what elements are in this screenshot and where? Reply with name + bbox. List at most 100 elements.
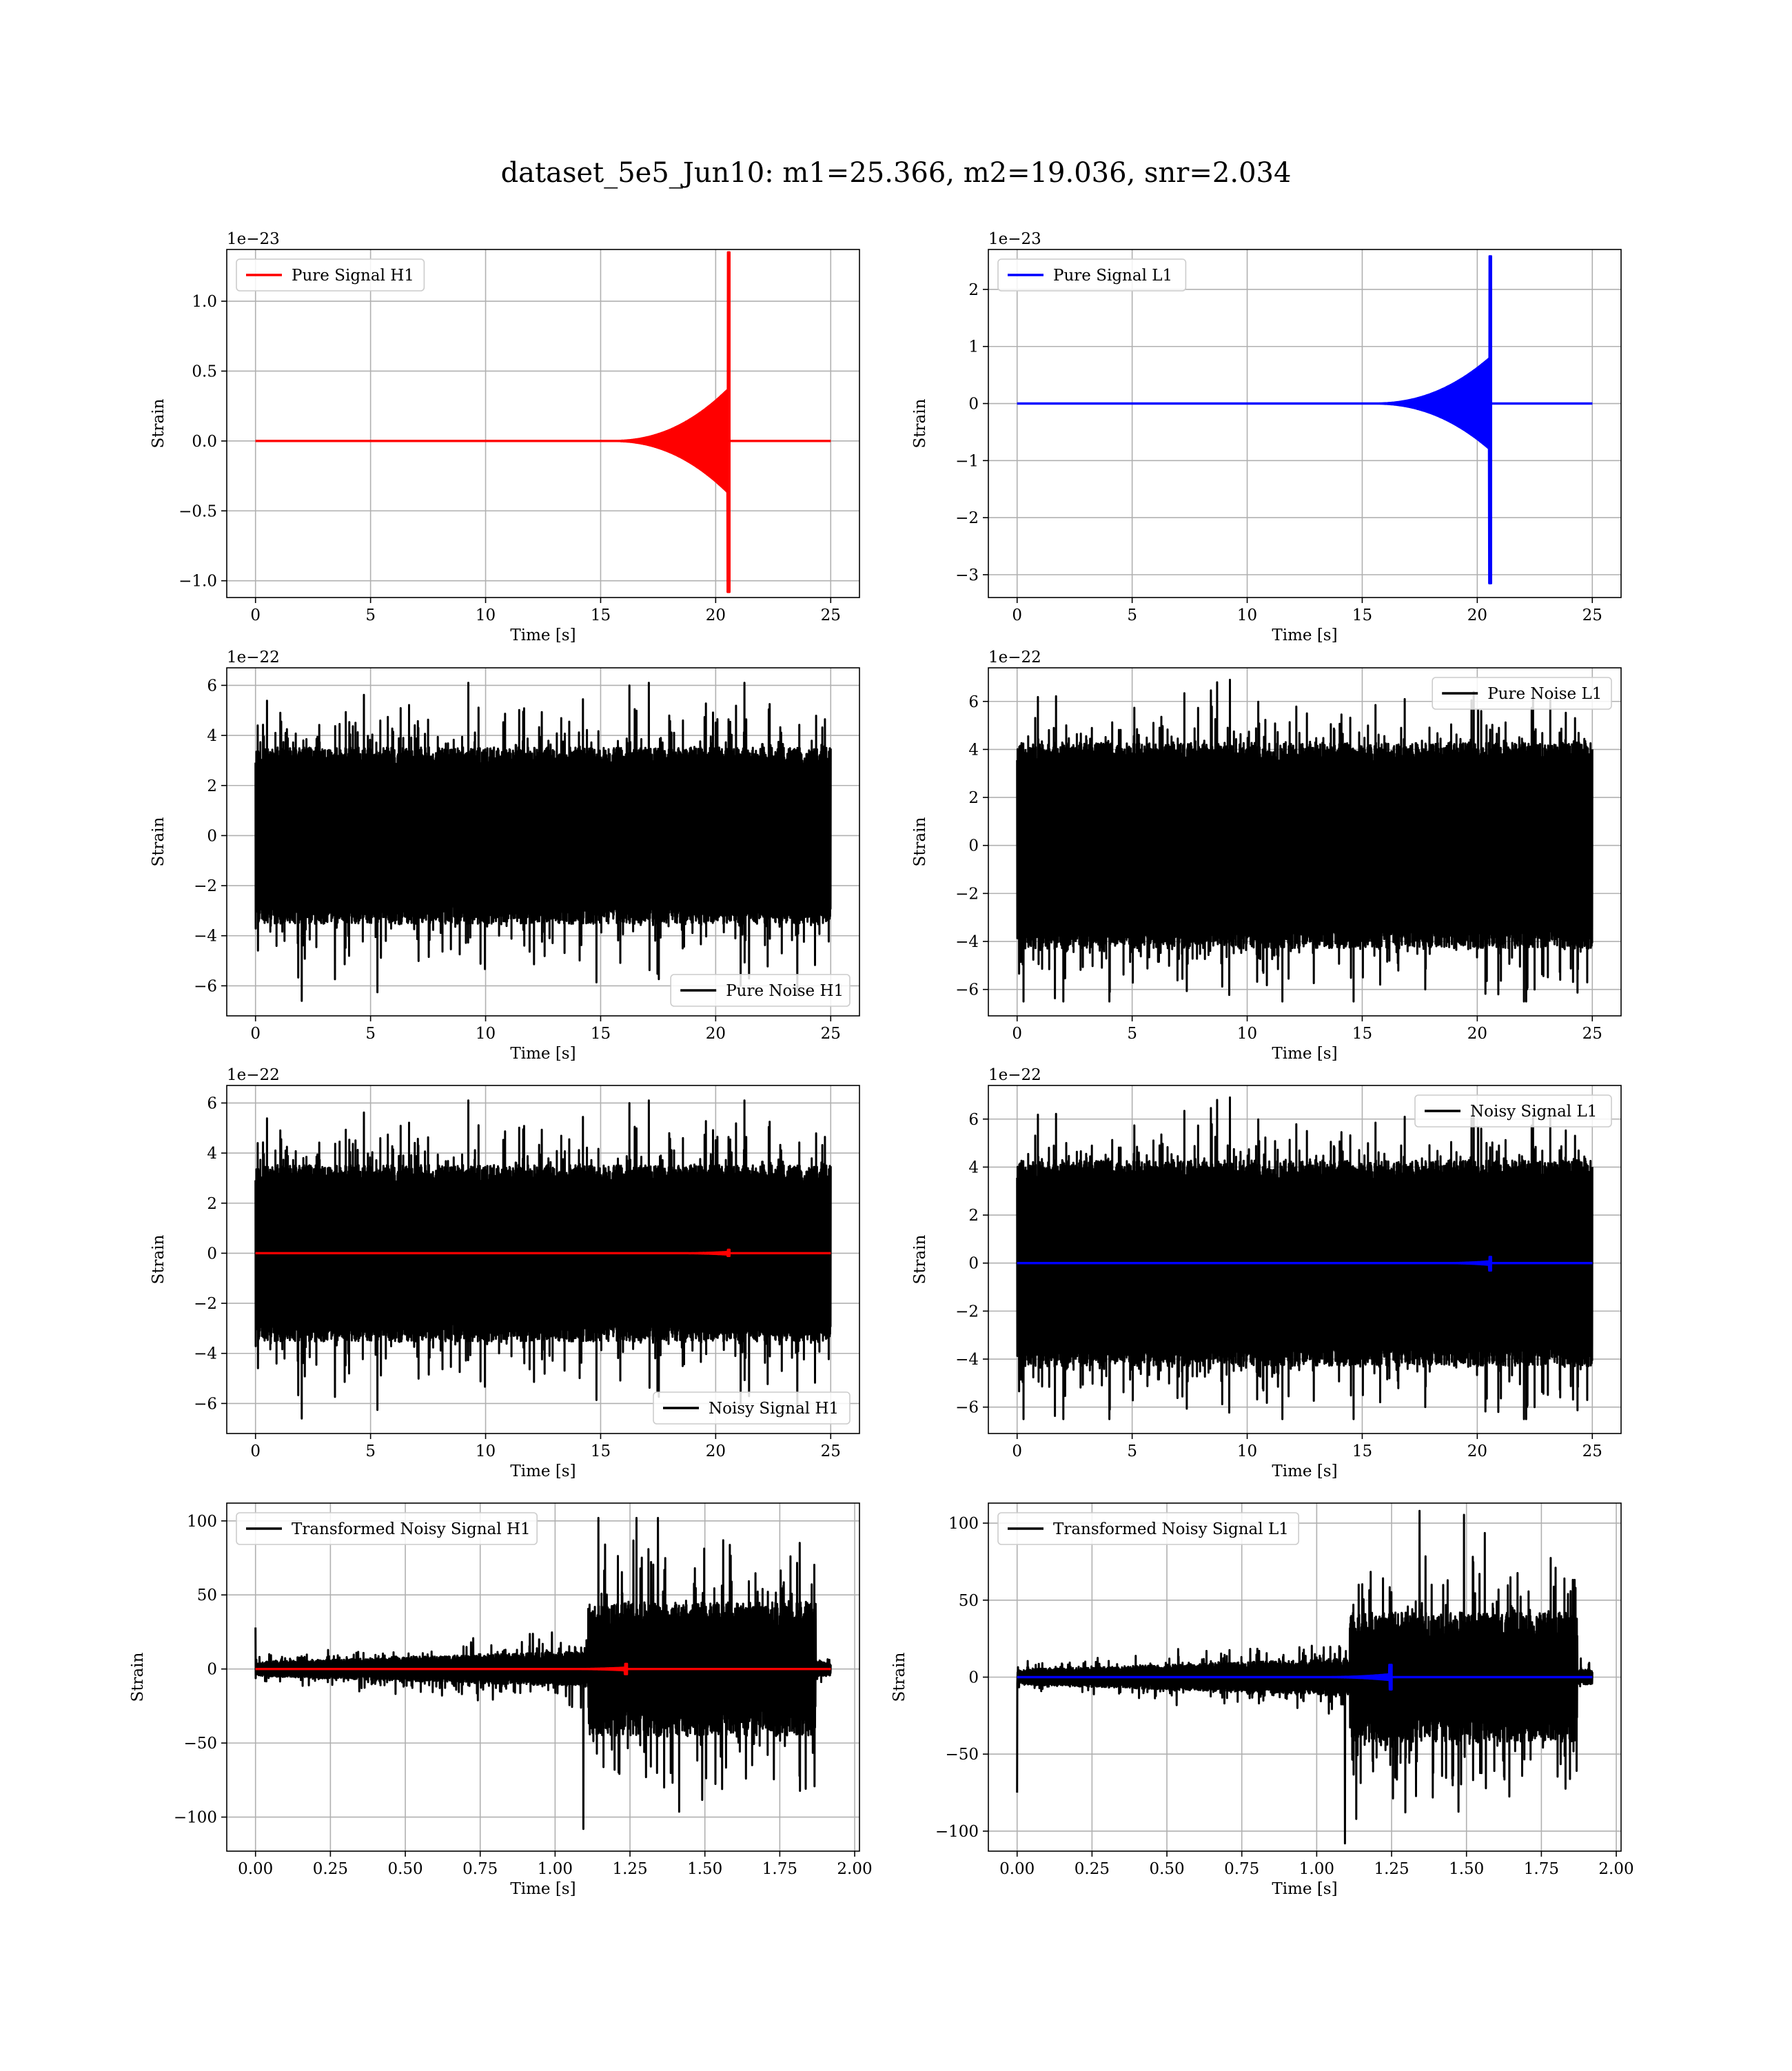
y-axis-label: Strain [911, 1234, 929, 1284]
xtick-label-4: 20 [706, 606, 726, 624]
x-axis-label: Time [s] [510, 1462, 576, 1480]
xtick-label-4: 20 [706, 1025, 726, 1043]
ytick-label-4: 100 [187, 1513, 217, 1531]
xtick-label-1: 5 [365, 606, 376, 624]
xtick-label-5: 1.25 [612, 1860, 647, 1878]
y-axis-label: Strain [150, 1234, 167, 1284]
legend: Pure Noise H1 [670, 974, 851, 1007]
series-line-0-pure-signal-h1 [254, 251, 832, 593]
series-line-0-transformed-noisy-signal-h1 [254, 1517, 832, 1830]
subplot-row4-left: 0.00 0.25 0.50 0.75 1.00 1.25 1.50 1.75 2.00 −100… [129, 1502, 873, 1898]
ytick-label-2: 0 [968, 1669, 979, 1687]
plot-area [1016, 1509, 1594, 1845]
plot-area [1016, 255, 1594, 584]
ytick-label-2: −2 [955, 885, 979, 903]
legend-box [236, 258, 425, 292]
legend: Pure Signal L1 [997, 258, 1187, 292]
ytick-label-1: −4 [955, 933, 979, 951]
xtick-label-1: 5 [1127, 606, 1137, 624]
subplot-row3-right: 0 5 10 15 20 25 −6 −4 −2 0 2 4 6 Time [s] Strain 1e−22 N… [911, 1066, 1622, 1480]
subplot-row4-right: 0.00 0.25 0.50 0.75 1.00 1.25 1.50 1.75 2.00 −100… [890, 1502, 1634, 1898]
x-axis-label: Time [s] [510, 626, 576, 644]
xtick-label-2: 10 [1237, 1442, 1257, 1460]
ytick-label-4: 2 [968, 789, 979, 807]
plot-area [1016, 1096, 1594, 1420]
y-axis-label: Strain [911, 817, 929, 866]
xtick-label-3: 0.75 [1224, 1860, 1259, 1878]
xtick-label-1: 5 [1127, 1025, 1137, 1043]
legend: Noisy Signal H1 [653, 1391, 851, 1425]
ytick-label-2: −2 [194, 1295, 217, 1313]
ytick-label-0: −6 [955, 1399, 979, 1417]
xtick-label-3: 15 [591, 606, 611, 624]
ytick-label-4: 2 [207, 777, 217, 795]
subplot-row2-right: 0 5 10 15 20 25 −6 −4 −2 0 2 4 6 Time [s] Strain 1e−22 P… [911, 649, 1622, 1063]
ytick-label-0: −1.0 [179, 573, 217, 591]
x-axis-label: Time [s] [510, 1880, 576, 1898]
ytick-label-1: −50 [183, 1735, 217, 1753]
ytick-label-2: −2 [955, 1303, 979, 1320]
ytick-label-5: 4 [968, 741, 979, 759]
xtick-label-5: 25 [1582, 1442, 1602, 1460]
ytick-label-3: 0.5 [192, 363, 217, 380]
ytick-label-2: −2 [194, 877, 217, 895]
legend-label: Transformed Noisy Signal H1 [292, 1520, 531, 1538]
legend-label: Pure Signal L1 [1053, 267, 1172, 285]
ytick-label-4: 1.0 [192, 293, 217, 311]
figure-title: dataset_5e5_Jun10: m1=25.366, m2=19.036,… [500, 157, 1292, 189]
legend-box [997, 258, 1187, 292]
xtick-label-3: 15 [591, 1025, 611, 1043]
series-line-0-noisy-signal-h1 [254, 1099, 832, 1420]
ytick-label-3: 50 [959, 1592, 979, 1610]
xtick-label-1: 0.25 [313, 1860, 348, 1878]
x-axis-label: Time [s] [510, 1045, 576, 1063]
legend: Pure Noise L1 [1432, 677, 1612, 710]
offset-text: 1e−23 [227, 230, 280, 248]
legend: Transformed Noisy Signal L1 [997, 1512, 1300, 1545]
xtick-label-0: 0 [250, 606, 261, 624]
ytick-label-0: −6 [194, 1395, 217, 1413]
xtick-label-0: 0 [250, 1025, 261, 1043]
legend-label: Noisy Signal L1 [1470, 1103, 1597, 1121]
xtick-label-0: 0.00 [999, 1860, 1035, 1878]
xtick-label-7: 1.75 [1524, 1860, 1559, 1878]
ytick-label-6: 6 [207, 677, 217, 695]
xtick-label-2: 0.50 [1149, 1860, 1184, 1878]
xtick-label-3: 15 [591, 1442, 611, 1460]
ytick-label-4: 1 [968, 338, 979, 356]
ytick-label-2: 0 [207, 1661, 217, 1679]
xtick-label-4: 1.00 [1299, 1860, 1334, 1878]
x-axis-label: Time [s] [1272, 1880, 1337, 1898]
xtick-label-4: 20 [706, 1442, 726, 1460]
xtick-label-2: 10 [1237, 1025, 1257, 1043]
plot-area [254, 1099, 832, 1420]
series-line-0-noisy-signal-l1 [1016, 1096, 1594, 1420]
xtick-label-0: 0 [250, 1442, 261, 1460]
legend: Pure Signal H1 [236, 258, 425, 292]
axes-frame [988, 1085, 1622, 1434]
offset-text: 1e−22 [988, 649, 1041, 666]
legend: Noisy Signal L1 [1414, 1094, 1612, 1128]
axes-frame [988, 667, 1622, 1017]
xtick-label-0: 0 [1012, 1025, 1022, 1043]
offset-text: 1e−22 [227, 1066, 280, 1084]
xtick-label-2: 10 [476, 606, 496, 624]
xtick-label-2: 0.50 [387, 1860, 422, 1878]
offset-text: 1e−23 [988, 230, 1041, 248]
axes-frame [226, 249, 860, 598]
xtick-label-2: 10 [476, 1442, 496, 1460]
offset-text: 1e−22 [227, 649, 280, 666]
legend-label: Transformed Noisy Signal L1 [1053, 1520, 1289, 1538]
ytick-label-6: 6 [968, 1111, 979, 1129]
xtick-label-5: 1.25 [1374, 1860, 1409, 1878]
xtick-label-5: 25 [1582, 1025, 1602, 1043]
axes-frame [226, 667, 860, 1017]
xtick-label-3: 15 [1352, 1025, 1372, 1043]
ytick-label-1: −2 [955, 509, 979, 527]
legend-box [236, 1512, 538, 1545]
legend-box [1432, 677, 1612, 710]
xtick-label-2: 10 [476, 1025, 496, 1043]
x-axis-label: Time [s] [1272, 1045, 1337, 1063]
